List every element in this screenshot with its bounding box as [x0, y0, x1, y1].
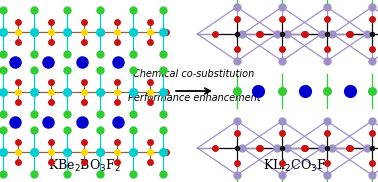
Text: KBe$_2$BO$_3$F$_2$: KBe$_2$BO$_3$F$_2$	[48, 158, 121, 174]
Text: Performance enhancement: Performance enhancement	[128, 93, 260, 103]
Text: Chemical co-substitution: Chemical co-substitution	[133, 69, 255, 79]
Text: KLi$_2$CO$_3$F: KLi$_2$CO$_3$F	[263, 158, 327, 174]
